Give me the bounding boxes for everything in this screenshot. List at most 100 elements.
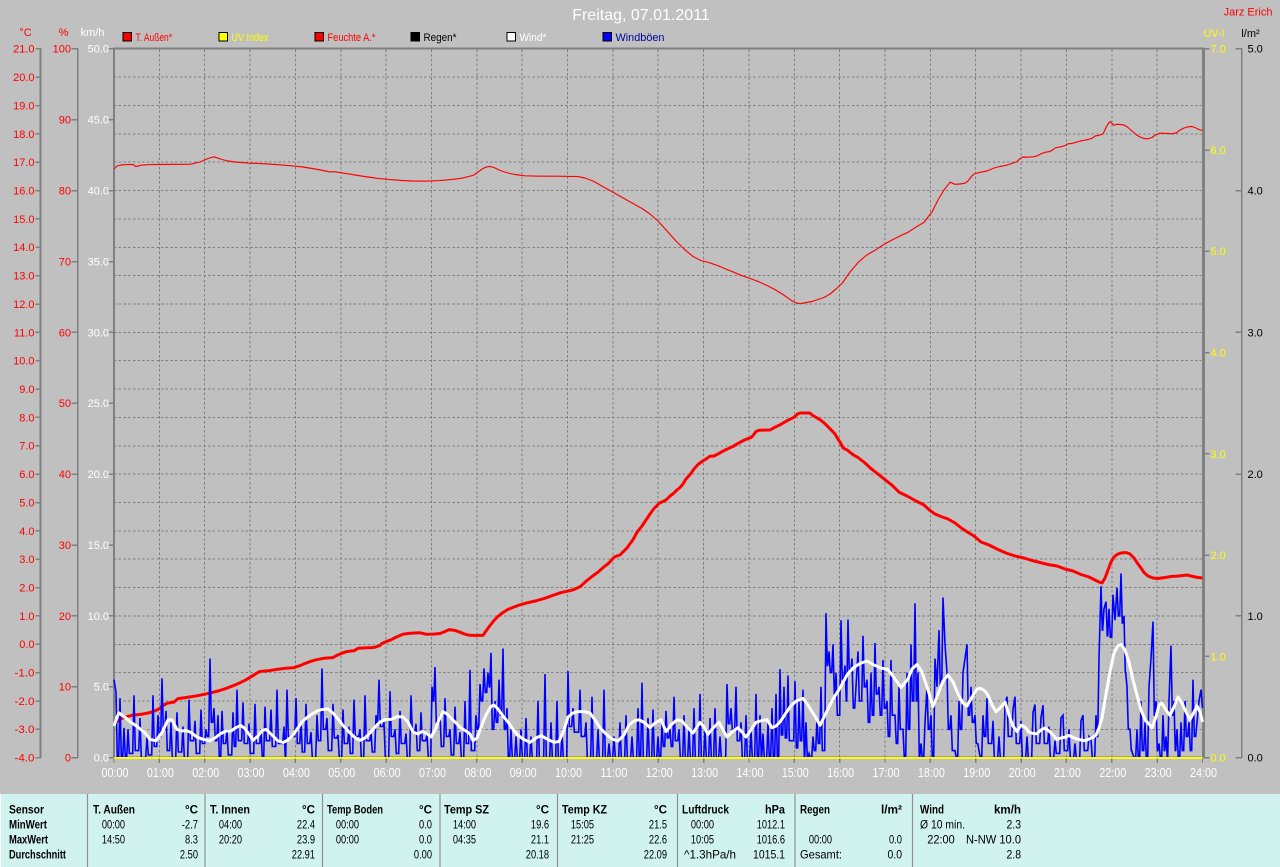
svg-text:3.0: 3.0	[19, 554, 34, 566]
svg-text:23.9: 23.9	[297, 833, 315, 847]
svg-text:22:00: 22:00	[1099, 765, 1126, 780]
svg-text:100: 100	[53, 44, 71, 56]
svg-text:T. Innen: T. Innen	[210, 803, 250, 817]
svg-text:MinWert: MinWert	[9, 818, 47, 832]
svg-text:30.0: 30.0	[88, 327, 109, 339]
svg-text:30: 30	[59, 540, 71, 552]
svg-text:°C: °C	[654, 803, 667, 817]
svg-text:0.0: 0.0	[19, 639, 34, 651]
svg-text:18:00: 18:00	[918, 765, 945, 780]
svg-text:2.8: 2.8	[1007, 848, 1022, 862]
svg-text:2.0: 2.0	[1211, 550, 1226, 562]
svg-text:6.0: 6.0	[1211, 145, 1226, 157]
svg-text:4.0: 4.0	[1248, 185, 1263, 197]
svg-text:40: 40	[59, 469, 71, 481]
svg-text:0.0: 0.0	[1248, 753, 1263, 765]
svg-text:Freitag, 07.01.2011: Freitag, 07.01.2011	[572, 7, 710, 24]
svg-text:12.0: 12.0	[13, 299, 34, 311]
svg-text:12:00: 12:00	[646, 765, 673, 780]
svg-text:05:00: 05:00	[328, 765, 355, 780]
svg-text:00:00: 00:00	[102, 765, 129, 780]
svg-text:4.0: 4.0	[1211, 348, 1226, 360]
svg-text:00:00: 00:00	[809, 833, 832, 847]
svg-text:21.5: 21.5	[649, 818, 667, 832]
svg-text:1012.1: 1012.1	[757, 818, 786, 832]
svg-text:3.0: 3.0	[1248, 327, 1263, 339]
svg-text:50: 50	[59, 398, 71, 410]
svg-text:Temp SZ: Temp SZ	[444, 803, 489, 817]
svg-text:23:00: 23:00	[1145, 765, 1172, 780]
svg-text:°C: °C	[185, 803, 198, 817]
svg-text:°C: °C	[302, 803, 315, 817]
svg-text:40.0: 40.0	[88, 185, 109, 197]
svg-text:20.0: 20.0	[13, 72, 34, 84]
svg-text:13:00: 13:00	[691, 765, 718, 780]
svg-text:13.0: 13.0	[13, 271, 34, 283]
svg-text:%: %	[59, 27, 69, 39]
svg-text:km/h: km/h	[994, 803, 1021, 817]
svg-text:Gesamt:: Gesamt:	[800, 848, 842, 862]
svg-text:50.0: 50.0	[88, 44, 109, 56]
svg-text:20:00: 20:00	[1009, 765, 1036, 780]
svg-text:km/h: km/h	[81, 27, 105, 39]
svg-text:14:00: 14:00	[736, 765, 763, 780]
svg-text:11.0: 11.0	[14, 327, 35, 339]
svg-text:2.0: 2.0	[1248, 469, 1263, 481]
svg-text:07:00: 07:00	[419, 765, 446, 780]
svg-text:7.0: 7.0	[1211, 44, 1226, 56]
svg-text:15.0: 15.0	[13, 214, 34, 226]
svg-text:14:50: 14:50	[102, 833, 125, 847]
svg-text:19.0: 19.0	[13, 100, 34, 112]
svg-text:03:00: 03:00	[238, 765, 265, 780]
svg-text:09:00: 09:00	[510, 765, 537, 780]
svg-text:08:00: 08:00	[464, 765, 491, 780]
svg-text:Sensor: Sensor	[9, 803, 44, 817]
svg-text:22.91: 22.91	[292, 848, 315, 862]
svg-text:2.0: 2.0	[19, 582, 34, 594]
svg-text:00:00: 00:00	[102, 818, 125, 832]
svg-text:16:00: 16:00	[827, 765, 854, 780]
svg-text:5.0: 5.0	[94, 682, 109, 694]
svg-text:22.09: 22.09	[644, 848, 667, 862]
svg-text:-2.0: -2.0	[15, 696, 35, 708]
svg-text:-1.0: -1.0	[15, 668, 35, 680]
svg-text:19:00: 19:00	[963, 765, 990, 780]
svg-text:2.3: 2.3	[1007, 818, 1022, 832]
svg-text:-3.0: -3.0	[15, 724, 35, 736]
svg-text:04:00: 04:00	[283, 765, 310, 780]
svg-text:10:05: 10:05	[691, 833, 714, 847]
svg-text:°C: °C	[536, 803, 549, 817]
svg-text:Regen: Regen	[800, 803, 830, 817]
svg-text:19.6: 19.6	[531, 818, 549, 832]
svg-text:00:00: 00:00	[336, 833, 359, 847]
svg-text:-2.7: -2.7	[182, 818, 199, 832]
svg-text:Wind*: Wind*	[520, 32, 548, 44]
svg-text:90: 90	[59, 115, 71, 127]
svg-text:04:35: 04:35	[453, 833, 476, 847]
svg-text:02:00: 02:00	[192, 765, 219, 780]
svg-text:17.0: 17.0	[13, 157, 34, 169]
svg-text:Jarz Erich: Jarz Erich	[1224, 7, 1273, 19]
svg-text:Feuchte A.*: Feuchte A.*	[328, 32, 377, 44]
svg-text:0.0: 0.0	[889, 833, 902, 847]
svg-text:20.18: 20.18	[526, 848, 549, 862]
svg-text:70: 70	[59, 256, 71, 268]
svg-text:00:00: 00:00	[691, 818, 714, 832]
svg-text:21:25: 21:25	[571, 833, 594, 847]
svg-text:2.50: 2.50	[180, 848, 198, 862]
svg-text:06:00: 06:00	[374, 765, 401, 780]
svg-text:Luftdruck: Luftdruck	[682, 803, 729, 817]
svg-text:1.0: 1.0	[1248, 611, 1263, 623]
svg-text:1016.6: 1016.6	[757, 833, 786, 847]
svg-text:80: 80	[59, 185, 71, 197]
svg-text:8.0: 8.0	[19, 412, 34, 424]
svg-text:UV Index: UV Index	[232, 32, 269, 44]
svg-text:N-NW 10.0: N-NW 10.0	[966, 833, 1021, 847]
svg-text:10.0: 10.0	[13, 356, 34, 368]
svg-text:0.00: 0.00	[414, 848, 432, 862]
svg-text:18.0: 18.0	[13, 129, 34, 141]
svg-text:10.0: 10.0	[88, 611, 109, 623]
svg-text:l/m²: l/m²	[1241, 28, 1260, 40]
svg-text:MaxWert: MaxWert	[9, 833, 48, 847]
svg-text:°C: °C	[419, 803, 432, 817]
